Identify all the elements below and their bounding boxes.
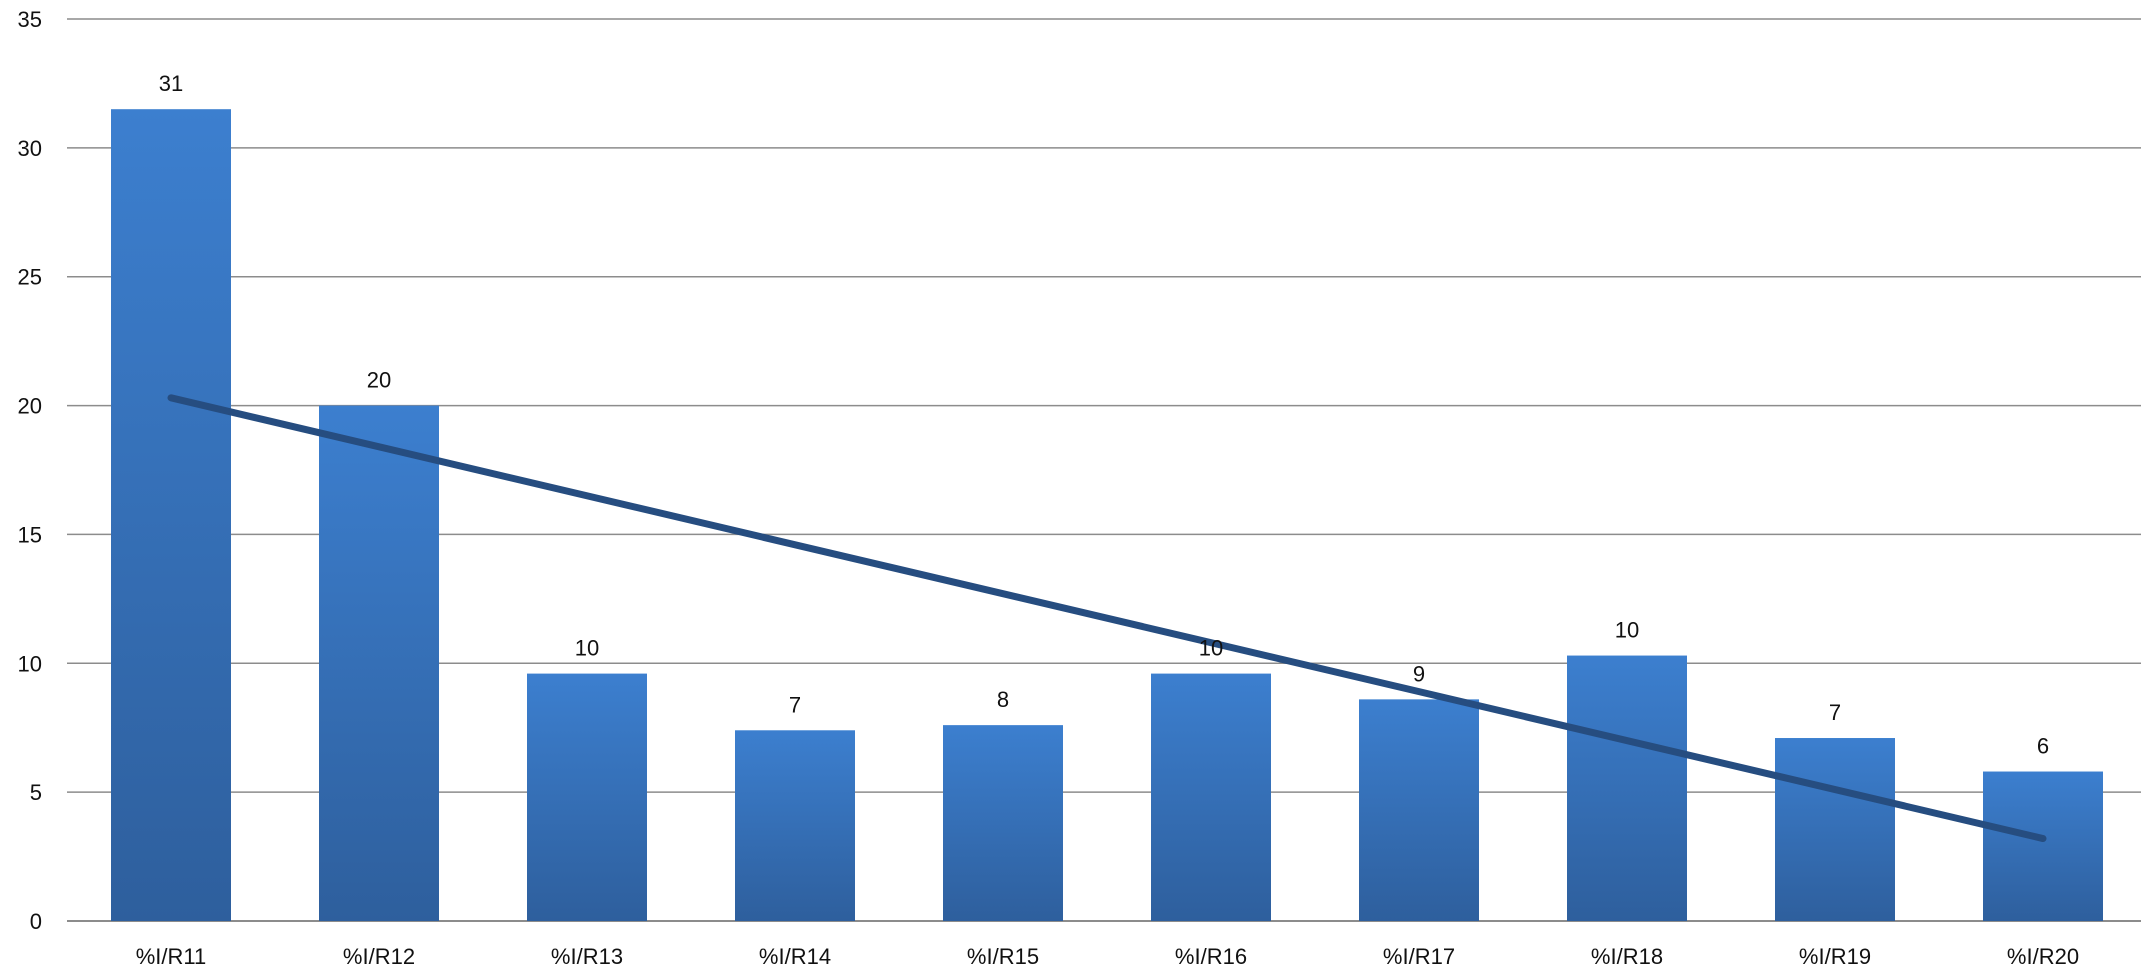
bar — [1567, 655, 1687, 921]
bar-value-label: 8 — [997, 687, 1009, 712]
bar — [1983, 771, 2103, 921]
category-label: %I/R20 — [2007, 944, 2079, 969]
bar-value-label: 10 — [575, 636, 599, 661]
y-tick-label: 10 — [18, 651, 42, 676]
bar-value-label: 7 — [1829, 700, 1841, 725]
category-label: %I/R18 — [1591, 944, 1663, 969]
y-axis-tick-labels: 0 5 10 15 20 25 30 35 — [18, 7, 42, 934]
bar-value-label: 20 — [367, 368, 391, 393]
bar — [111, 109, 231, 921]
y-tick-label: 15 — [18, 522, 42, 547]
bar — [319, 405, 439, 922]
category-label: %I/R13 — [551, 944, 623, 969]
category-label: %I/R11 — [136, 944, 207, 969]
data-labels: 31 20 10 7 8 10 9 10 7 6 — [159, 71, 2049, 758]
y-tick-label: 20 — [18, 394, 42, 419]
category-label: %I/R12 — [343, 944, 415, 969]
bar — [735, 730, 855, 921]
bar-value-label: 10 — [1615, 618, 1639, 643]
bars — [111, 109, 2103, 922]
trendline — [167, 394, 2047, 843]
category-label: %I/R15 — [967, 944, 1039, 969]
y-tick-label: 30 — [18, 136, 42, 161]
bar-value-label: 6 — [2037, 734, 2049, 759]
y-tick-label: 35 — [18, 7, 42, 32]
bar — [1151, 673, 1271, 921]
bar-value-label: 7 — [789, 692, 801, 717]
trendline-line — [167, 394, 2047, 843]
y-tick-label: 5 — [30, 780, 42, 805]
x-axis-category-labels: %I/R11 %I/R12 %I/R13 %I/R14 %I/R15 %I/R16 %I/R… — [136, 944, 2079, 969]
bar-value-label: 31 — [159, 71, 183, 96]
category-label: %I/R19 — [1799, 944, 1871, 969]
category-label: %I/R16 — [1175, 944, 1247, 969]
category-label: %I/R17 — [1383, 944, 1455, 969]
bar — [1359, 699, 1479, 921]
bar — [1775, 738, 1895, 921]
bar-value-label: 9 — [1413, 661, 1425, 686]
y-tick-label: 25 — [18, 265, 42, 290]
bar-value-label: 10 — [1199, 636, 1223, 661]
y-tick-label: 0 — [30, 909, 42, 934]
bar — [527, 673, 647, 921]
category-label: %I/R14 — [759, 944, 831, 969]
bar — [943, 725, 1063, 921]
